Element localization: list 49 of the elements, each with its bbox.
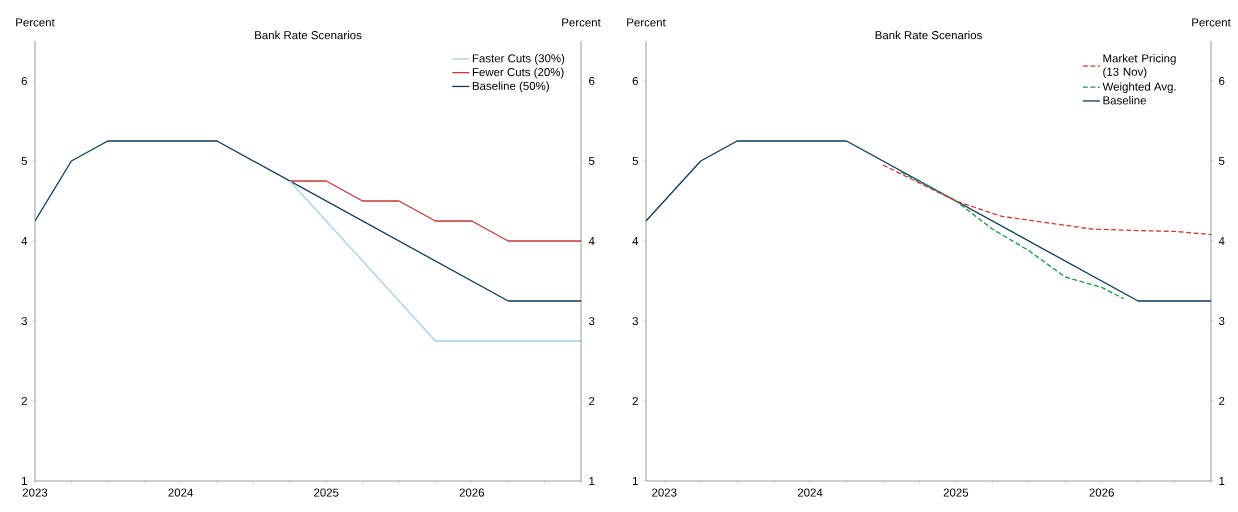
y-tick-label: 2 [21,397,27,405]
legend-label: Faster Cuts (30%) [472,53,565,65]
x-tick-label: 2023 [22,488,48,497]
y2-tick-label: 1 [589,477,595,485]
y-tick-label: 5 [632,157,639,165]
chart-title: Bank Rate Scenarios [255,30,362,40]
y2-axis-title: Percent [562,18,601,27]
y-tick-label: 6 [632,76,638,86]
line-series [35,140,582,302]
y2-tick-label: 4 [1218,237,1225,245]
line-series [900,171,1125,300]
line-series [646,140,1212,302]
y-tick-label: 6 [21,76,27,86]
y-tick-label: 3 [21,316,27,326]
line-series [289,180,582,242]
y-tick-label: 4 [21,237,28,245]
x-tick-label: 2026 [1089,488,1114,497]
y2-tick-label: 5 [1218,157,1225,165]
y2-tick-label: 2 [589,397,595,405]
y2-tick-label: 3 [588,316,595,326]
y2-tick-label: 5 [588,157,595,165]
y2-tick-label: 6 [1219,76,1225,86]
legend-label: Baseline (50%) [472,81,549,93]
y-tick-label: 1 [633,477,638,485]
legend-label: Weighted Avg. [1102,82,1176,93]
y2-axis-title: Percent [1192,18,1231,27]
y-axis-title: Percent [16,18,55,27]
line-series [882,164,1212,236]
x-tick-label: 2025 [314,488,339,497]
y-axis-title: Percent [627,18,666,27]
y2-tick-label: 6 [589,76,595,86]
legend-label: Fewer Cuts (20%) [472,67,564,79]
y-tick-label: 1 [21,477,27,485]
x-tick-label: 2024 [168,488,193,497]
x-tick-label: 2024 [797,488,823,497]
chart-title: Bank Rate Scenarios [875,30,982,40]
y2-tick-label: 1 [1219,477,1225,485]
y-tick-label: 3 [632,316,638,326]
x-tick-label: 2023 [652,488,677,497]
y2-tick-label: 2 [1219,397,1225,405]
y-tick-label: 2 [632,397,638,405]
y2-tick-label: 3 [1218,316,1225,326]
x-tick-label: 2025 [943,488,969,497]
x-tick-label: 2026 [459,488,485,497]
y-tick-label: 4 [632,237,639,245]
y2-tick-label: 4 [588,237,595,245]
legend-label: Market Pricing (13 Nov) [1103,53,1176,79]
legend-label: Baseline [1103,96,1146,105]
y-tick-label: 5 [21,157,27,165]
